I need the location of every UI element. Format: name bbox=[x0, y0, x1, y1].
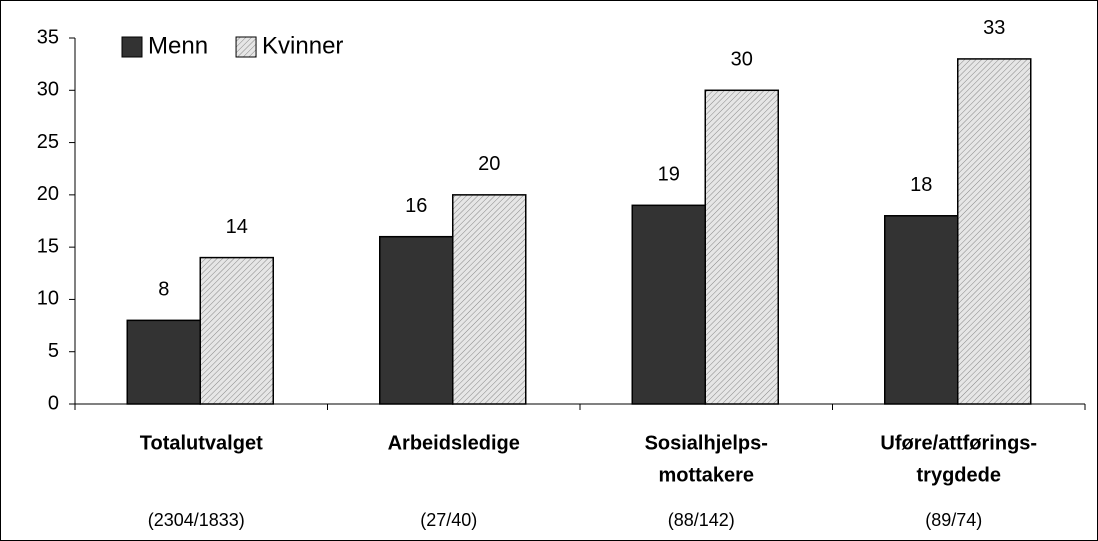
y-tick-label: 10 bbox=[37, 288, 59, 310]
bar bbox=[884, 215, 959, 405]
annotation: (89/74) bbox=[925, 510, 982, 530]
y-tick-label: 30 bbox=[37, 79, 59, 101]
data-label: 18 bbox=[910, 174, 932, 196]
data-label: 8 bbox=[158, 279, 169, 301]
x-tick-label: Arbeidsledige bbox=[388, 432, 520, 454]
bar bbox=[631, 204, 706, 405]
bar bbox=[452, 194, 527, 405]
legend-swatch bbox=[121, 36, 143, 58]
data-label: 33 bbox=[983, 17, 1005, 39]
data-label: 30 bbox=[731, 49, 753, 71]
data-label: 14 bbox=[226, 216, 248, 238]
bar bbox=[957, 58, 1032, 405]
y-tick-label: 15 bbox=[37, 235, 59, 257]
x-tick-label: Totalutvalget bbox=[140, 432, 263, 454]
x-tick-label: mottakere bbox=[658, 464, 754, 486]
bar bbox=[199, 256, 274, 405]
y-tick-label: 5 bbox=[48, 340, 59, 362]
x-tick-label: Sosialhjelps- bbox=[645, 432, 768, 454]
legend-label: Menn bbox=[148, 32, 208, 59]
bar bbox=[379, 235, 454, 405]
legend-label: Kvinner bbox=[262, 32, 343, 59]
legend-swatch bbox=[235, 36, 257, 58]
bar bbox=[126, 319, 201, 405]
y-tick-label: 25 bbox=[37, 131, 59, 153]
data-label: 16 bbox=[405, 195, 427, 217]
annotation: (88/142) bbox=[668, 510, 735, 530]
y-tick-label: 20 bbox=[37, 183, 59, 205]
bar bbox=[704, 89, 779, 405]
x-tick-label: Uføre/attførings- bbox=[880, 432, 1037, 454]
annotation: (27/40) bbox=[420, 510, 477, 530]
annotation: (2304/1833) bbox=[148, 510, 245, 530]
x-tick-label: trygdede bbox=[917, 464, 1001, 486]
data-label: 19 bbox=[658, 164, 680, 186]
y-tick-label: 35 bbox=[37, 26, 59, 48]
data-label: 20 bbox=[478, 153, 500, 175]
y-tick-label: 0 bbox=[48, 392, 59, 414]
